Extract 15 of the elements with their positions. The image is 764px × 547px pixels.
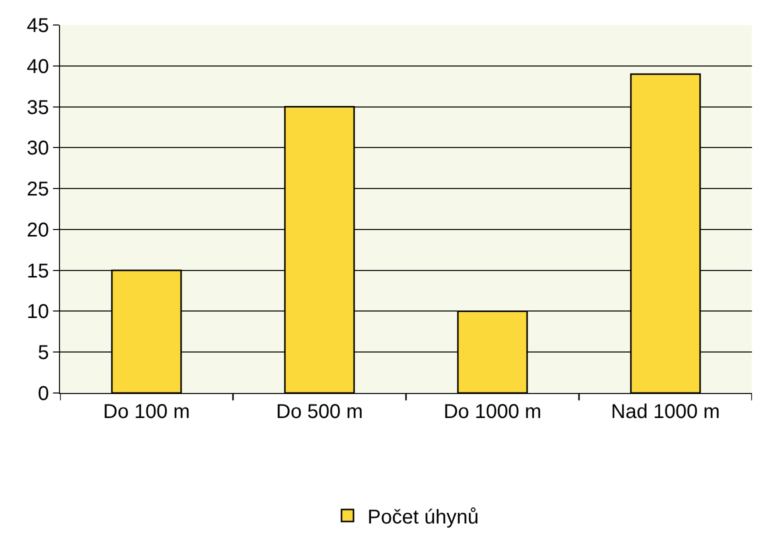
y-tick-label: 25: [26, 178, 49, 201]
y-tick-label: 40: [26, 56, 49, 78]
y-tick-label: 5: [38, 342, 49, 364]
y-tick-label: 10: [26, 301, 49, 324]
y-tick-label: 45: [26, 15, 49, 37]
x-tick-label: Nad 1000 m: [611, 401, 720, 423]
x-tick-label: Do 500 m: [276, 401, 363, 423]
y-tick-label: 0: [38, 383, 49, 405]
x-tick-label: Do 1000 m: [444, 401, 542, 423]
y-tick-label: 35: [26, 96, 49, 119]
legend-label: Počet úhynů: [368, 506, 479, 528]
y-tick-label: 30: [26, 138, 49, 160]
y-tick-label: 15: [26, 260, 49, 282]
y-tick-label: 20: [26, 219, 49, 242]
x-tick-label: Do 100 m: [103, 401, 190, 423]
